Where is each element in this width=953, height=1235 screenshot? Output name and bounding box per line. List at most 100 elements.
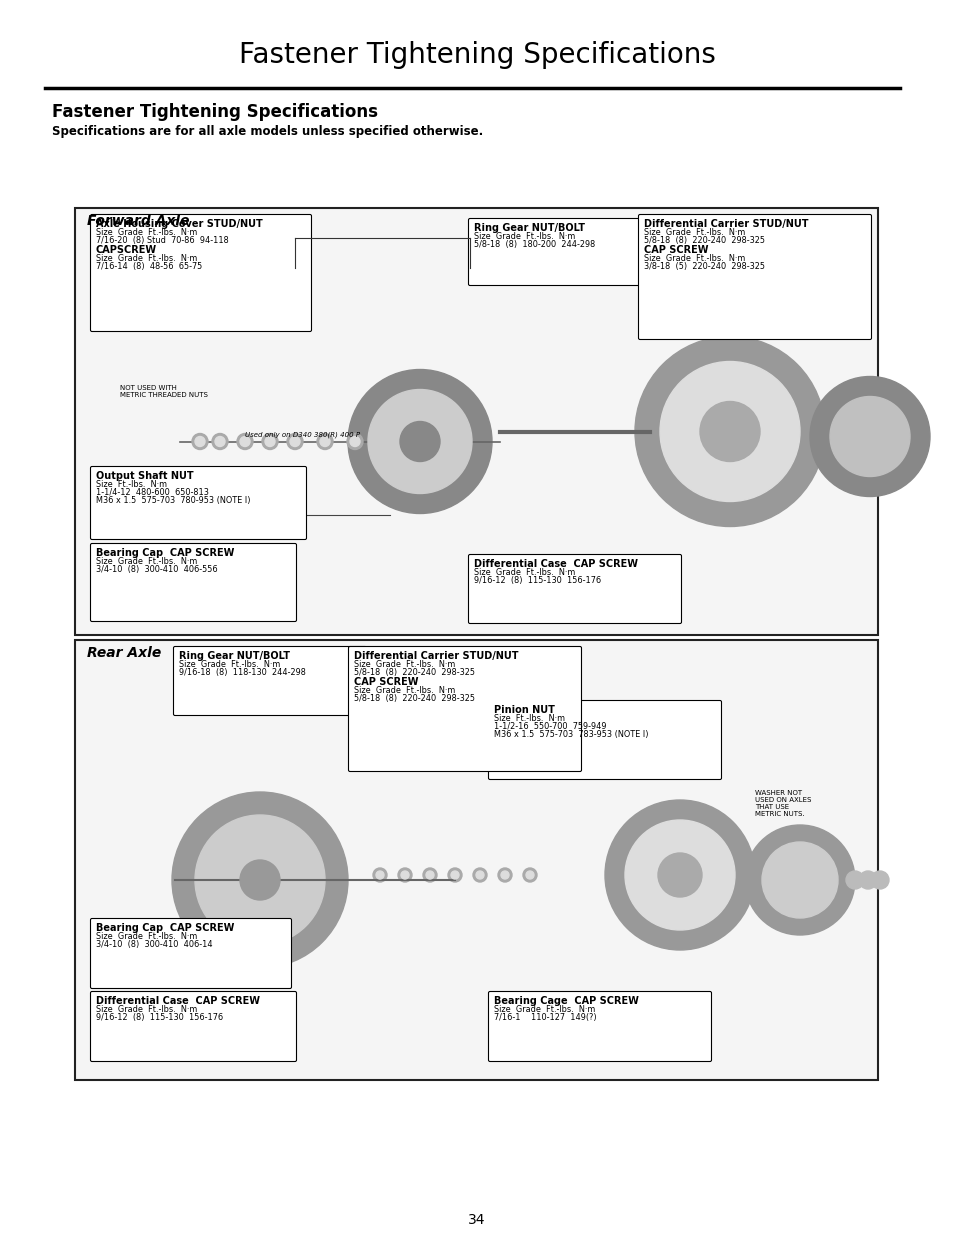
Text: Differential Carrier STUD/NUT: Differential Carrier STUD/NUT — [643, 219, 807, 228]
Text: Service Procedure: Service Procedure — [895, 598, 904, 711]
Circle shape — [194, 436, 205, 447]
Text: Forward Axle: Forward Axle — [87, 214, 190, 228]
Circle shape — [240, 436, 250, 447]
Text: CAP SCREW: CAP SCREW — [643, 245, 708, 254]
Circle shape — [214, 436, 225, 447]
Text: 9/16-18  (8)  118-130  244-298: 9/16-18 (8) 118-130 244-298 — [179, 668, 306, 677]
Circle shape — [347, 433, 363, 450]
Circle shape — [700, 401, 760, 462]
Text: Fastener Tightening Specifications: Fastener Tightening Specifications — [238, 41, 715, 69]
Circle shape — [350, 436, 359, 447]
Text: 7/16-14  (8)  48-56  65-75: 7/16-14 (8) 48-56 65-75 — [96, 262, 202, 270]
Circle shape — [448, 868, 461, 882]
Text: Size  Grade  Ft.-lbs.  N·m: Size Grade Ft.-lbs. N·m — [494, 1005, 595, 1014]
Text: NOT USED WITH
METRIC THREADED NUTS: NOT USED WITH METRIC THREADED NUTS — [120, 385, 208, 398]
Circle shape — [290, 436, 299, 447]
Text: 3/8-18  (5)  220-240  298-325: 3/8-18 (5) 220-240 298-325 — [643, 262, 764, 270]
Circle shape — [870, 871, 888, 889]
Text: Size  Grade  Ft.-lbs.  N·m: Size Grade Ft.-lbs. N·m — [474, 568, 575, 577]
Text: 5/8-18  (8)  220-240  298-325: 5/8-18 (8) 220-240 298-325 — [643, 236, 764, 245]
Circle shape — [451, 871, 458, 879]
Circle shape — [473, 868, 486, 882]
Text: Size  Grade  Ft.-lbs.  N·m: Size Grade Ft.-lbs. N·m — [96, 932, 197, 941]
Text: 7/16-20  (8) Stud  70-86  94-118: 7/16-20 (8) Stud 70-86 94-118 — [96, 236, 229, 245]
Text: Size  Grade  Ft.-lbs.  N·m: Size Grade Ft.-lbs. N·m — [179, 661, 280, 669]
Circle shape — [368, 389, 472, 494]
Circle shape — [236, 433, 253, 450]
Circle shape — [624, 820, 734, 930]
Text: 3/4-10  (8)  300-410  406-556: 3/4-10 (8) 300-410 406-556 — [96, 564, 217, 574]
Circle shape — [262, 433, 277, 450]
Circle shape — [658, 853, 701, 897]
Bar — [75, 640, 877, 1079]
Text: Bearing Cap  CAP SCREW: Bearing Cap CAP SCREW — [96, 548, 234, 558]
Text: Size  Grade  Ft.-lbs.  N·m: Size Grade Ft.-lbs. N·m — [96, 1005, 197, 1014]
FancyBboxPatch shape — [173, 646, 366, 715]
Circle shape — [500, 871, 509, 879]
Circle shape — [497, 868, 512, 882]
Circle shape — [348, 369, 492, 514]
Circle shape — [397, 868, 412, 882]
Circle shape — [426, 871, 434, 879]
FancyBboxPatch shape — [91, 467, 306, 540]
Text: CAPSCREW: CAPSCREW — [96, 245, 157, 254]
FancyBboxPatch shape — [488, 700, 720, 779]
FancyBboxPatch shape — [488, 992, 711, 1062]
Circle shape — [373, 868, 387, 882]
Text: Differential Case  CAP SCREW: Differential Case CAP SCREW — [96, 995, 260, 1007]
Text: Size  Ft.-lbs.  N·m: Size Ft.-lbs. N·m — [494, 714, 564, 724]
Circle shape — [400, 871, 409, 879]
Circle shape — [809, 377, 929, 496]
Circle shape — [522, 868, 537, 882]
Circle shape — [319, 436, 330, 447]
Text: 7/16-1    110-127  149(?): 7/16-1 110-127 149(?) — [494, 1013, 596, 1021]
Circle shape — [265, 436, 274, 447]
Text: Size  Grade  Ft.-lbs.  N·m: Size Grade Ft.-lbs. N·m — [643, 254, 744, 263]
FancyBboxPatch shape — [91, 919, 292, 988]
Text: Ring Gear NUT/BOLT: Ring Gear NUT/BOLT — [474, 224, 584, 233]
FancyBboxPatch shape — [91, 215, 312, 331]
Circle shape — [287, 433, 303, 450]
Text: 34: 34 — [468, 1213, 485, 1228]
Circle shape — [761, 842, 837, 918]
Text: 3/4-10  (8)  300-410  406-14: 3/4-10 (8) 300-410 406-14 — [96, 940, 213, 948]
Circle shape — [858, 871, 876, 889]
Text: Rear Axle: Rear Axle — [87, 646, 161, 659]
Text: Size  Grade  Ft.-lbs.  N·m: Size Grade Ft.-lbs. N·m — [643, 228, 744, 237]
Text: WASHER NOT
USED ON AXLES
THAT USE
METRIC NUTS.: WASHER NOT USED ON AXLES THAT USE METRIC… — [754, 790, 810, 818]
Text: Axle Housing Cover STUD/NUT: Axle Housing Cover STUD/NUT — [96, 219, 262, 228]
Circle shape — [212, 433, 228, 450]
Bar — [75, 207, 877, 635]
Circle shape — [240, 860, 280, 900]
FancyBboxPatch shape — [638, 215, 871, 340]
Text: Used only on D340 380(R) 400 P: Used only on D340 380(R) 400 P — [245, 432, 359, 438]
Circle shape — [194, 815, 325, 945]
Text: Size  Grade  Ft.-lbs.  N·m: Size Grade Ft.-lbs. N·m — [354, 661, 455, 669]
Circle shape — [744, 825, 854, 935]
Text: Size  Grade  Ft.-lbs.  N·m: Size Grade Ft.-lbs. N·m — [354, 685, 455, 695]
FancyBboxPatch shape — [91, 543, 296, 621]
Circle shape — [845, 871, 863, 889]
Text: M36 x 1.5  575-703  780-953 (NOTE I): M36 x 1.5 575-703 780-953 (NOTE I) — [96, 495, 251, 505]
Circle shape — [635, 336, 824, 526]
Text: 9/16-12  (8)  115-130  156-176: 9/16-12 (8) 115-130 156-176 — [474, 576, 600, 585]
Circle shape — [192, 433, 208, 450]
Circle shape — [172, 792, 348, 968]
Text: 1-1/2-16  550-700  759-949: 1-1/2-16 550-700 759-949 — [494, 722, 606, 731]
Text: Specifications are for all axle models unless specified otherwise.: Specifications are for all axle models u… — [52, 126, 483, 138]
Text: Size  Ft.-lbs.  N·m: Size Ft.-lbs. N·m — [96, 480, 167, 489]
FancyBboxPatch shape — [91, 992, 296, 1062]
Circle shape — [476, 871, 483, 879]
Text: M36 x 1.5  575-703  783-953 (NOTE I): M36 x 1.5 575-703 783-953 (NOTE I) — [494, 730, 648, 739]
Text: Output Shaft NUT: Output Shaft NUT — [96, 471, 193, 480]
Text: Size  Grade  Ft.-lbs.  N·m: Size Grade Ft.-lbs. N·m — [96, 228, 197, 237]
Text: Fastener Tightening Specifications: Fastener Tightening Specifications — [52, 103, 377, 121]
Text: 5/8-18  (8)  180-200  244-298: 5/8-18 (8) 180-200 244-298 — [474, 240, 595, 249]
Circle shape — [829, 396, 909, 477]
Text: Ring Gear NUT/BOLT: Ring Gear NUT/BOLT — [179, 651, 290, 661]
Circle shape — [604, 800, 754, 950]
Circle shape — [525, 871, 534, 879]
Text: Size  Grade  Ft.-lbs.  N·m: Size Grade Ft.-lbs. N·m — [96, 557, 197, 566]
FancyBboxPatch shape — [468, 219, 660, 285]
Text: Bearing Cage  CAP SCREW: Bearing Cage CAP SCREW — [494, 995, 639, 1007]
